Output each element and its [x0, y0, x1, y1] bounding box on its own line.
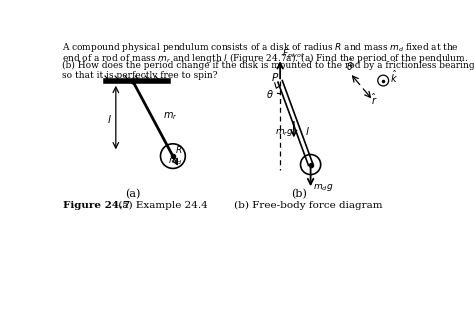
Text: $\theta$: $\theta$	[266, 88, 274, 100]
Text: $\hat{\theta}$: $\hat{\theta}$	[346, 57, 354, 73]
Text: (a) Example 24.4: (a) Example 24.4	[115, 201, 208, 210]
Text: (a): (a)	[125, 188, 141, 199]
Text: $R$: $R$	[175, 144, 182, 155]
Text: (b): (b)	[292, 188, 308, 199]
Text: $\hat{k}$: $\hat{k}$	[390, 69, 398, 85]
Text: $m_d$: $m_d$	[168, 156, 183, 167]
Text: $\hat{r}$: $\hat{r}$	[371, 92, 377, 107]
Text: $m_d g$: $m_d g$	[313, 182, 333, 193]
Text: $F_{pivot}$: $F_{pivot}$	[282, 48, 305, 61]
Text: A compound physical pendulum consists of a disk of radius $R$ and mass $m_d$ fix: A compound physical pendulum consists of…	[63, 41, 459, 54]
Text: (b) How does the period change if the disk is mounted to the rod by a frictionle: (b) How does the period change if the di…	[63, 61, 474, 70]
Text: $m_r g$: $m_r g$	[275, 127, 294, 138]
Text: $m_r$: $m_r$	[163, 111, 177, 122]
Text: $l$: $l$	[305, 125, 310, 137]
Text: end of a rod of mass $m_r$ and length $l$ (Figure 24.7a). (a) Find the period of: end of a rod of mass $m_r$ and length $l…	[63, 51, 468, 65]
Text: so that it is perfectly free to spin?: so that it is perfectly free to spin?	[63, 71, 218, 80]
Text: (b) Free-body force diagram: (b) Free-body force diagram	[234, 201, 382, 210]
Text: Figure 24.7: Figure 24.7	[63, 201, 130, 210]
Text: $l$: $l$	[107, 113, 112, 125]
Text: $P$: $P$	[271, 71, 279, 83]
